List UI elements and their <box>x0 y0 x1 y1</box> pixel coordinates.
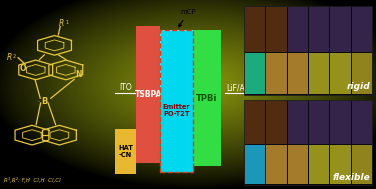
FancyBboxPatch shape <box>331 145 350 184</box>
Text: HAT
-CN: HAT -CN <box>118 145 133 158</box>
FancyBboxPatch shape <box>245 53 265 94</box>
FancyBboxPatch shape <box>267 145 287 184</box>
FancyBboxPatch shape <box>244 6 372 94</box>
FancyBboxPatch shape <box>267 53 287 94</box>
Text: R: R <box>7 53 12 62</box>
Text: LiF/Al: LiF/Al <box>227 83 248 92</box>
FancyBboxPatch shape <box>136 26 160 163</box>
FancyBboxPatch shape <box>245 101 265 144</box>
Text: Emitter
PO-T2T: Emitter PO-T2T <box>162 104 190 117</box>
FancyBboxPatch shape <box>244 100 372 185</box>
FancyBboxPatch shape <box>331 53 350 94</box>
FancyBboxPatch shape <box>352 145 372 184</box>
FancyBboxPatch shape <box>352 53 372 94</box>
Text: 2: 2 <box>13 54 16 59</box>
Text: B: B <box>41 97 47 106</box>
FancyBboxPatch shape <box>288 53 308 94</box>
Text: mCP: mCP <box>179 9 196 27</box>
FancyBboxPatch shape <box>288 101 308 144</box>
Text: TPBi: TPBi <box>196 94 218 103</box>
Text: TSBPA: TSBPA <box>135 90 162 99</box>
FancyBboxPatch shape <box>115 129 136 174</box>
FancyBboxPatch shape <box>309 101 329 144</box>
FancyBboxPatch shape <box>288 7 308 52</box>
Text: flexible: flexible <box>333 173 370 182</box>
Text: ITO: ITO <box>120 83 132 92</box>
FancyBboxPatch shape <box>288 145 308 184</box>
Text: 1: 1 <box>65 20 68 25</box>
FancyBboxPatch shape <box>331 7 350 52</box>
Text: N: N <box>75 70 82 79</box>
FancyBboxPatch shape <box>352 7 372 52</box>
FancyBboxPatch shape <box>309 145 329 184</box>
FancyBboxPatch shape <box>160 30 193 172</box>
FancyBboxPatch shape <box>267 101 287 144</box>
FancyBboxPatch shape <box>245 145 265 184</box>
FancyBboxPatch shape <box>309 53 329 94</box>
FancyBboxPatch shape <box>193 30 221 166</box>
Text: R: R <box>59 19 64 28</box>
Text: rigid: rigid <box>347 82 370 91</box>
FancyBboxPatch shape <box>331 101 350 144</box>
FancyBboxPatch shape <box>267 7 287 52</box>
FancyBboxPatch shape <box>160 30 193 87</box>
Text: R¹,R²: F,H  Cl,H  Cl,Cl: R¹,R²: F,H Cl,H Cl,Cl <box>4 177 61 183</box>
FancyBboxPatch shape <box>309 7 329 52</box>
FancyBboxPatch shape <box>245 7 265 52</box>
Text: O: O <box>19 64 26 73</box>
FancyBboxPatch shape <box>352 101 372 144</box>
